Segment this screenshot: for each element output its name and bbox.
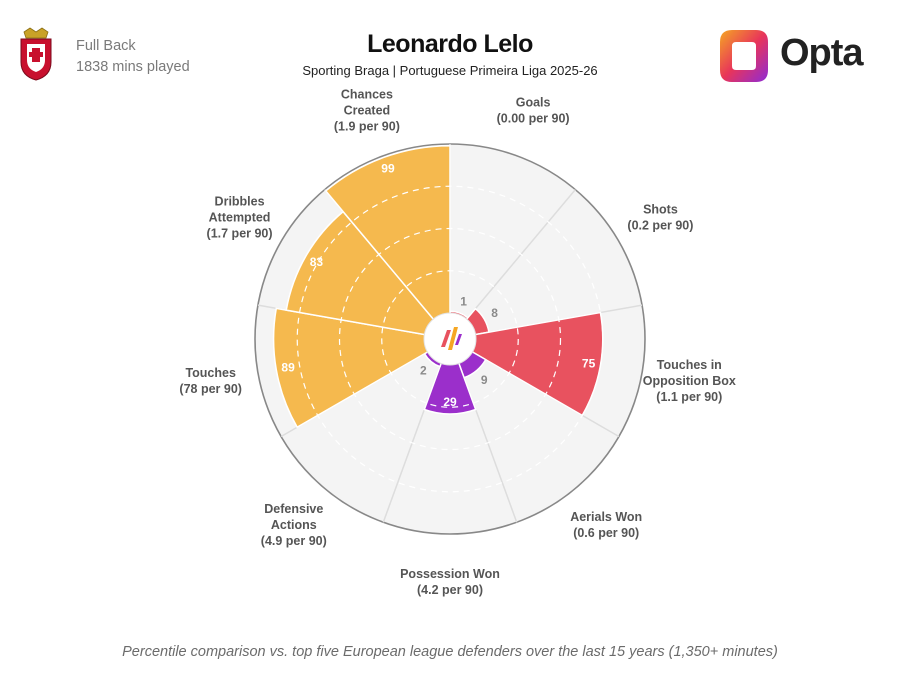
opta-logo: Opta — [718, 28, 868, 84]
radar-grid-ring — [296, 185, 604, 493]
sporting-braga-crest-icon — [20, 27, 52, 81]
radar-value-label: 2 — [420, 364, 427, 378]
radar-value-label: 89 — [281, 361, 295, 375]
radar-grid-ring — [338, 227, 562, 451]
radar-value-label: 83 — [310, 255, 324, 269]
player-meta: Full Back 1838 mins played — [76, 36, 190, 78]
player-position: Full Back — [76, 38, 136, 54]
radar-category-label: Possession Won (4.2 per 90) — [400, 567, 500, 597]
radar-category-label: Aerials Won (0.6 per 90) — [570, 510, 642, 540]
radar-value-label: 9 — [481, 373, 488, 387]
radar-category-label: Touches (78 per 90) — [179, 366, 242, 396]
radar-category-label: Touches in Opposition Box (1.1 per 90) — [643, 358, 736, 404]
opta-hub-icon — [423, 312, 477, 366]
radar-value-label: 29 — [443, 395, 457, 409]
radar-category-label: Goals (0.00 per 90) — [497, 96, 570, 126]
opta-wordmark: Opta — [780, 32, 864, 74]
chart-subtitle: Sporting Braga | Portuguese Primeira Lig… — [302, 63, 598, 78]
minutes-played: 1838 mins played — [76, 59, 190, 75]
chart-header: Full Back 1838 mins played Leonardo Lelo… — [0, 0, 900, 100]
radar-value-label: 75 — [582, 356, 596, 370]
radar-value-label: 8 — [491, 306, 498, 320]
radar-category-label: Dribbles Attempted (1.7 per 90) — [207, 195, 273, 241]
radar-category-labels: Goals (0.00 per 90) Shots (0.2 per 90) Touch… — [179, 88, 735, 597]
chart-title: Leonardo Lelo — [367, 30, 533, 58]
opta-logo-icon — [720, 30, 768, 82]
footnote: Percentile comparison vs. top five Europ… — [122, 644, 778, 660]
radar-grid-ring — [381, 270, 519, 408]
radar-value-label: 99 — [381, 162, 395, 176]
radar-category-label: Chances Created (1.9 per 90) — [334, 88, 400, 134]
radar-category-label: Shots (0.2 per 90) — [627, 203, 693, 233]
radar-value-labels: 1 8 75 9 29 2 89 83 99 — [281, 162, 595, 409]
radar-grid — [296, 185, 604, 493]
title-block: Leonardo Lelo Sporting Braga | Portugues… — [250, 30, 650, 78]
radar-category-label: Defensive Actions (4.9 per 90) — [261, 502, 327, 548]
radar-value-label: 1 — [460, 295, 467, 309]
